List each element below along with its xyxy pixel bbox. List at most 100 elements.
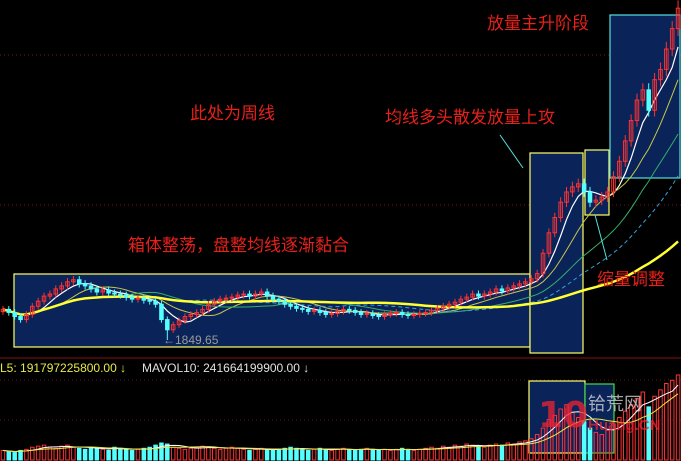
candle-down <box>323 311 329 315</box>
annotation-shrink: 缩量调整 <box>597 270 665 290</box>
volume-bar <box>212 447 217 461</box>
volume-bar <box>18 449 23 461</box>
candle-down <box>82 283 88 287</box>
volume-bar <box>141 447 147 461</box>
candle-down <box>405 313 411 316</box>
volume-bar <box>282 447 287 461</box>
volume-bar <box>329 449 334 461</box>
candle-up <box>35 300 41 307</box>
candle-up <box>71 279 76 283</box>
volume-bar <box>640 391 646 461</box>
volume-bar <box>423 447 428 461</box>
candle-up <box>41 295 47 302</box>
candle-up <box>258 291 264 295</box>
candle-up <box>593 199 599 203</box>
candle-up <box>235 294 241 298</box>
volume-bar <box>394 448 399 461</box>
volume-bar <box>376 449 381 461</box>
volume-bar <box>71 446 76 461</box>
candle-up <box>622 140 628 162</box>
candle-down <box>499 288 505 292</box>
volume-bar <box>223 447 229 461</box>
box-rise <box>529 152 584 354</box>
candle-up <box>329 312 334 315</box>
volume-bar <box>358 448 364 461</box>
volume-bar <box>106 449 111 461</box>
candle-down <box>247 293 252 297</box>
candle-down <box>12 311 17 318</box>
candle-up <box>669 28 675 50</box>
candle-up <box>253 293 258 297</box>
volume-bar <box>511 443 516 461</box>
candle-up <box>217 298 223 302</box>
candle-down <box>288 303 293 307</box>
volume-bar <box>440 445 446 461</box>
candle-up <box>675 7 681 30</box>
volume-bar <box>505 442 511 461</box>
candle-up <box>417 312 423 315</box>
volume-bar <box>558 408 563 461</box>
ma60-line <box>2 240 679 316</box>
volume-bar <box>435 447 440 461</box>
volume-bar <box>341 447 346 461</box>
volume-bar <box>499 444 505 461</box>
candle-up <box>200 308 205 313</box>
candle-up <box>634 99 640 121</box>
candle-up <box>458 298 464 303</box>
candle-down <box>106 289 111 294</box>
candle-down <box>6 308 12 313</box>
candle-up <box>505 287 511 292</box>
candle-up <box>170 324 176 331</box>
candle-up <box>341 308 346 312</box>
volume-bar <box>576 417 581 461</box>
annotation-ma-bullish: 均线多头散发放量上攻 <box>385 108 555 128</box>
candle-up <box>452 301 458 305</box>
candle-down <box>123 294 129 298</box>
candle-up <box>411 313 417 316</box>
candle-up <box>611 176 616 193</box>
candle-up <box>47 293 53 297</box>
candle-down <box>276 298 282 302</box>
volume-bar <box>517 441 522 461</box>
candle-up <box>546 232 552 254</box>
volume-bar <box>669 379 675 461</box>
volume-bar <box>399 447 405 461</box>
volume-bar <box>264 448 270 461</box>
candle-up <box>223 297 229 300</box>
candle-down <box>646 89 651 111</box>
arrow-annotation <box>499 134 524 169</box>
candle-up <box>511 285 516 289</box>
volume-bar <box>429 446 434 461</box>
volume-bar <box>188 447 194 461</box>
candle-up <box>517 283 522 287</box>
candle-up <box>388 312 393 315</box>
volume-bar <box>294 447 299 461</box>
candle-up <box>229 296 235 299</box>
volume-bar <box>605 429 610 461</box>
candle-down <box>587 191 593 203</box>
volume-bar <box>135 448 141 461</box>
candle-up <box>470 293 475 298</box>
candle-up <box>53 288 59 295</box>
volume-bar <box>546 419 552 461</box>
volume-bar <box>247 449 252 461</box>
candle-up <box>364 312 370 315</box>
volume-bar <box>300 448 305 461</box>
candle-up <box>176 320 182 326</box>
volume-bar <box>534 434 540 461</box>
volume-bar <box>53 447 59 461</box>
candle-up <box>564 191 569 203</box>
candle-down <box>305 308 311 312</box>
mavol5-label: L5: 191797225800.00 ↓ <box>0 361 127 375</box>
candle-up <box>628 119 634 142</box>
candle-down <box>141 297 147 301</box>
volume-bar <box>446 446 452 461</box>
volume-bar <box>364 447 370 461</box>
candle-down <box>317 309 323 313</box>
candle-up <box>529 278 534 283</box>
candle-down <box>294 305 299 309</box>
candle-down <box>88 285 94 290</box>
volume-bar <box>652 395 657 461</box>
candle-up <box>0 308 6 313</box>
volume-bar <box>82 448 88 461</box>
